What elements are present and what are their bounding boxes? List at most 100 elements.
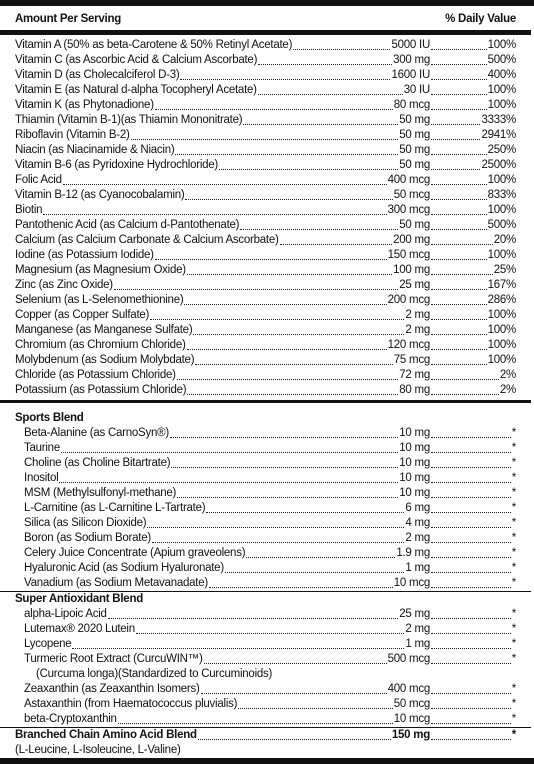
leader (431, 199, 487, 200)
item-amount: 1.9 mg (396, 547, 430, 559)
row: Zeaxanthin (as Zeaxanthin Isomers) 400 mc… (15, 682, 516, 697)
row: Folic Acid 400 mcg 100% (15, 173, 516, 188)
leader (431, 497, 511, 498)
item-amount: 50 mcg (393, 189, 430, 201)
leader (431, 214, 487, 215)
item-name: Riboflavin (Vitamin B-2) (15, 129, 130, 141)
leader (193, 334, 405, 335)
name-amount: Zeaxanthin (as Zeaxanthin Isomers) 400 mc… (24, 682, 430, 697)
item-dv: * (511, 472, 516, 484)
item-name: Turmeric Root Extract (CurcuWIN™) (24, 653, 203, 665)
item-name: Vitamin B-6 (as Pyridoxine Hydrochloride… (15, 159, 219, 171)
item-name: Biotin (15, 204, 43, 216)
rule (0, 727, 531, 728)
item-amount: 80 mcg (393, 99, 430, 111)
name-amount: Vitamin E (as Natural d-alpha Tocopheryl… (15, 83, 430, 98)
row: Calcium (as Calcium Carbonate & Calcium … (15, 233, 516, 248)
daily-value: 833% (430, 188, 516, 203)
item-amount: 120 mcg (387, 339, 430, 351)
leader (431, 259, 487, 260)
item-dv: * (511, 577, 516, 589)
item-dv: * (511, 502, 516, 514)
daily-value: * (430, 652, 516, 667)
row: Iodine (as Potassium Iodide) 150 mcg 100% (15, 248, 516, 263)
name-amount: Vitamin K (as Phytonadione) 80 mcg (15, 98, 430, 113)
row: Chromium (as Chromium Chloride) 120 mcg 10… (15, 338, 516, 353)
row: Vitamin B-12 (as Cyanocobalamin) 50 mcg 83… (15, 188, 516, 203)
row: Selenium (as L-Selenomethionine) 200 mcg 2… (15, 293, 516, 308)
leader (185, 199, 393, 200)
row: alpha-Lipoic Acid 25 mg * (15, 607, 516, 622)
leader (171, 467, 399, 468)
item-name: Vitamin B-12 (as Cyanocobalamin) (15, 189, 185, 201)
name-amount: Riboflavin (Vitamin B-2) 50 mg (15, 128, 430, 143)
item-dv: * (511, 487, 516, 499)
item-name: Vanadium (as Sodium Metavanadate) (24, 577, 208, 589)
row: Taurine 10 mg * (15, 441, 516, 456)
item-dv: 25% (493, 264, 517, 276)
row: Vitamin B-6 (as Pyridoxine Hydrochloride… (15, 158, 516, 173)
leader (238, 708, 393, 709)
leader (431, 648, 511, 649)
name-amount: Vitamin A (50% as beta-Carotene & 50% Re… (15, 38, 430, 53)
leader (431, 542, 511, 543)
daily-value: * (430, 471, 516, 486)
item-dv: * (511, 638, 516, 650)
item-amount: 50 mg (399, 114, 430, 126)
rule (0, 30, 531, 35)
leader (431, 124, 481, 125)
item-amount: 72 mg (399, 369, 430, 381)
row: Vanadium (as Sodium Metavanadate) 10 mcg * (15, 576, 516, 591)
note-row: (L-Leucine, L-Isoleucine, L-Valine) (15, 743, 516, 758)
daily-value: * (430, 712, 516, 727)
item-amount: 1600 IU (391, 69, 430, 81)
daily-value: 100% (430, 338, 516, 353)
facts-list: Amount Per Serving % Daily Value Vitamin… (0, 12, 531, 758)
daily-value: * (430, 426, 516, 441)
leader (431, 364, 487, 365)
daily-value: 100% (430, 83, 516, 98)
leader (431, 467, 511, 468)
item-amount: 10 mg (399, 457, 430, 469)
item-note: (Curcuma longa)(Standardized to Curcumin… (36, 668, 273, 680)
daily-value: 500% (430, 218, 516, 233)
row: Inositol 10 mg * (15, 471, 516, 486)
item-dv: 100% (487, 249, 517, 261)
name-amount: Lycopene 1 mg (24, 637, 430, 652)
row: Vitamin E (as Natural d-alpha Tocopheryl… (15, 83, 516, 98)
leader (279, 244, 393, 245)
daily-value: * (430, 622, 516, 637)
row: beta-Cryptoxanthin 10 mcg * (15, 712, 516, 727)
item-name: Lycopene (24, 638, 72, 650)
daily-value: 100% (430, 38, 516, 53)
daily-value: * (430, 561, 516, 576)
leader (206, 512, 405, 513)
item-amount: 400 mcg (387, 174, 430, 186)
item-name: Niacin (as Niacinamide & Niacin) (15, 144, 175, 156)
daily-value: 100% (430, 248, 516, 263)
item-amount: 50 mcg (393, 698, 430, 710)
leader (431, 482, 511, 483)
item-name: Calcium (as Calcium Carbonate & Calcium … (15, 234, 279, 246)
daily-value: 2% (430, 368, 516, 383)
item-name: Chloride (as Potassium Chloride) (15, 369, 176, 381)
name-amount: Vanadium (as Sodium Metavanadate) 10 mcg (24, 576, 430, 591)
item-dv: 100% (487, 84, 517, 96)
leader (176, 379, 399, 380)
leader (246, 557, 396, 558)
item-amount: 10 mg (399, 427, 430, 439)
leader (195, 364, 393, 365)
row: Zinc (as Zinc Oxide) 25 mg 167% (15, 278, 516, 293)
item-amount: 10 mg (399, 442, 430, 454)
leader (431, 64, 487, 65)
item-dv: * (511, 713, 516, 725)
leader (113, 289, 399, 290)
leader (431, 739, 511, 740)
name-amount: Vitamin C (as Ascorbic Acid & Calcium As… (15, 53, 430, 68)
item-amount: 25 mg (399, 608, 430, 620)
name-amount: Lutemax® 2020 Lutein 2 mg (24, 622, 430, 637)
row: Niacin (as Niacinamide & Niacin) 50 mg 250… (15, 143, 516, 158)
daily-value: * (430, 486, 516, 501)
name-amount: Niacin (as Niacinamide & Niacin) 50 mg (15, 143, 430, 158)
item-name: Vitamin E (as Natural d-alpha Tocopheryl… (15, 84, 257, 96)
